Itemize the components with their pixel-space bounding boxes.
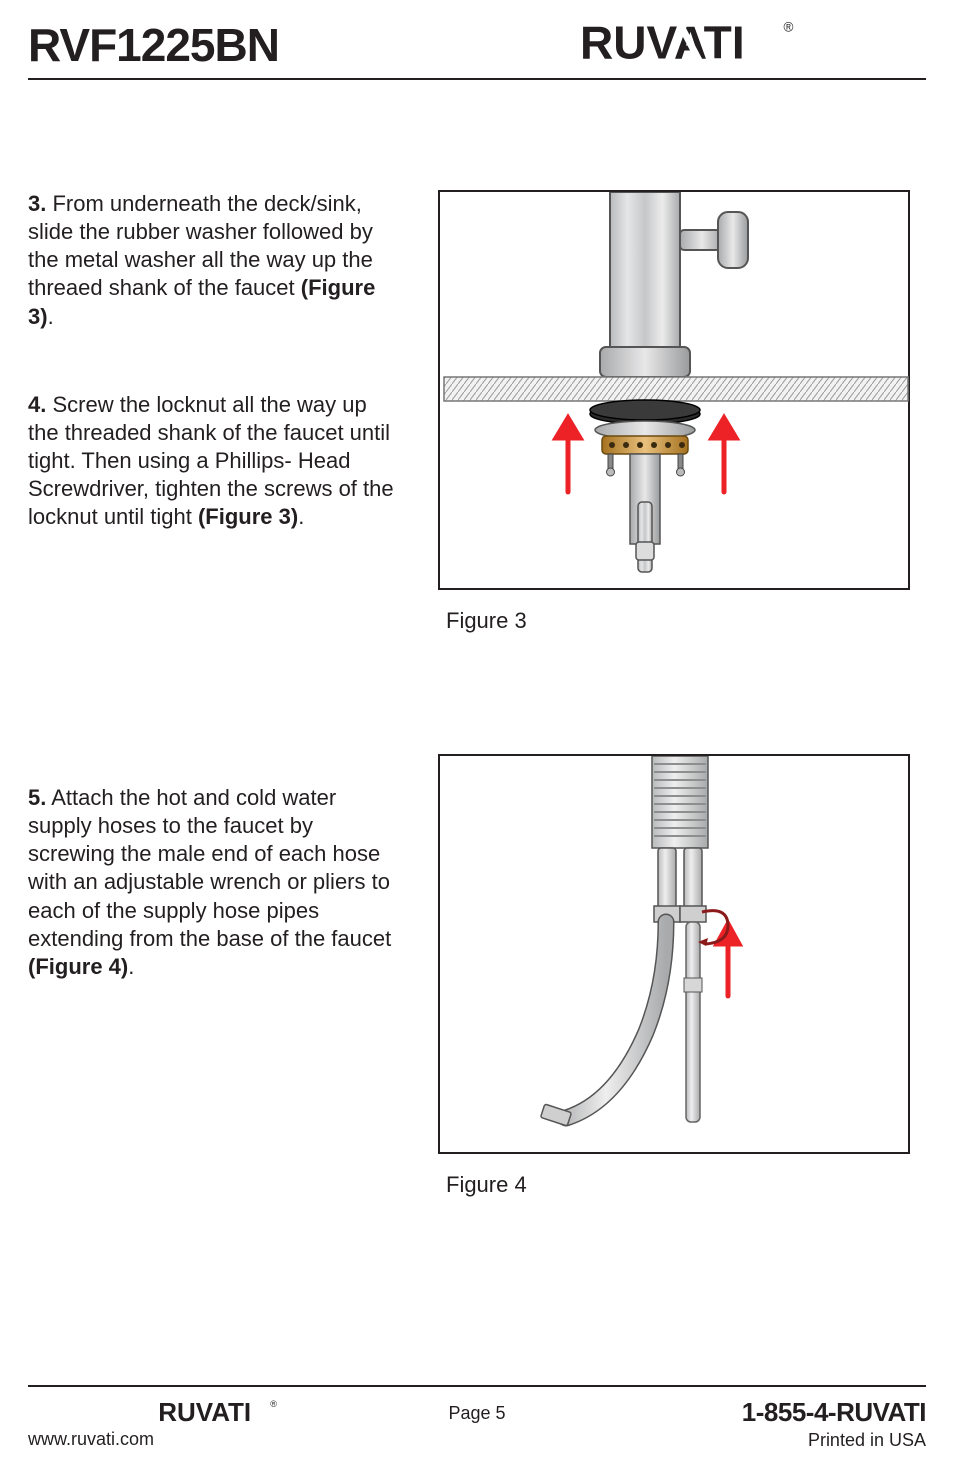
row-figure-4: 5. Attach the hot and cold water supply … bbox=[28, 754, 926, 1198]
figure-4-column: Figure 4 bbox=[438, 754, 926, 1198]
text-column-2: 5. Attach the hot and cold water supply … bbox=[28, 754, 398, 981]
step-4: 4. Screw the locknut all the way up the … bbox=[28, 391, 398, 532]
footer-right: 1-855-4-RUVATI Printed in USA bbox=[506, 1397, 926, 1451]
figure-3-caption: Figure 3 bbox=[438, 608, 926, 634]
step-5: 5. Attach the hot and cold water supply … bbox=[28, 784, 398, 981]
page-header: RVF1225BN ® RUV V AT bbox=[28, 18, 926, 80]
figure-4-caption: Figure 4 bbox=[438, 1172, 926, 1198]
footer-left: RUVATI ® www.ruvati.com bbox=[28, 1397, 448, 1450]
brand-logo: ® RUV V ATI ® R U V T I RUVATI bbox=[580, 18, 926, 66]
website-url: www.ruvati.com bbox=[28, 1429, 448, 1450]
brand-logo-small: RUVATI ® bbox=[28, 1397, 448, 1427]
content-area: 3. From underneath the deck/sink, slide … bbox=[28, 80, 926, 1198]
row-figure-3: 3. From underneath the deck/sink, slide … bbox=[28, 190, 926, 634]
printed-in: Printed in USA bbox=[506, 1430, 926, 1451]
page-footer: RUVATI ® www.ruvati.com Page 5 1-855-4-R… bbox=[28, 1385, 926, 1451]
step-3: 3. From underneath the deck/sink, slide … bbox=[28, 190, 398, 331]
svg-text:RUVATI: RUVATI bbox=[580, 18, 745, 66]
figure-3-column: Figure 3 bbox=[438, 190, 926, 634]
figure-3-box bbox=[438, 190, 910, 590]
page-number: Page 5 bbox=[448, 1397, 505, 1424]
figure-4-box bbox=[438, 754, 910, 1154]
svg-text:®: ® bbox=[784, 19, 794, 34]
svg-text:®: ® bbox=[270, 1399, 277, 1409]
svg-text:RUVATI: RUVATI bbox=[158, 1397, 251, 1427]
model-number: RVF1225BN bbox=[28, 18, 279, 72]
text-column-1: 3. From underneath the deck/sink, slide … bbox=[28, 190, 398, 532]
phone-number: 1-855-4-RUVATI bbox=[506, 1397, 926, 1428]
